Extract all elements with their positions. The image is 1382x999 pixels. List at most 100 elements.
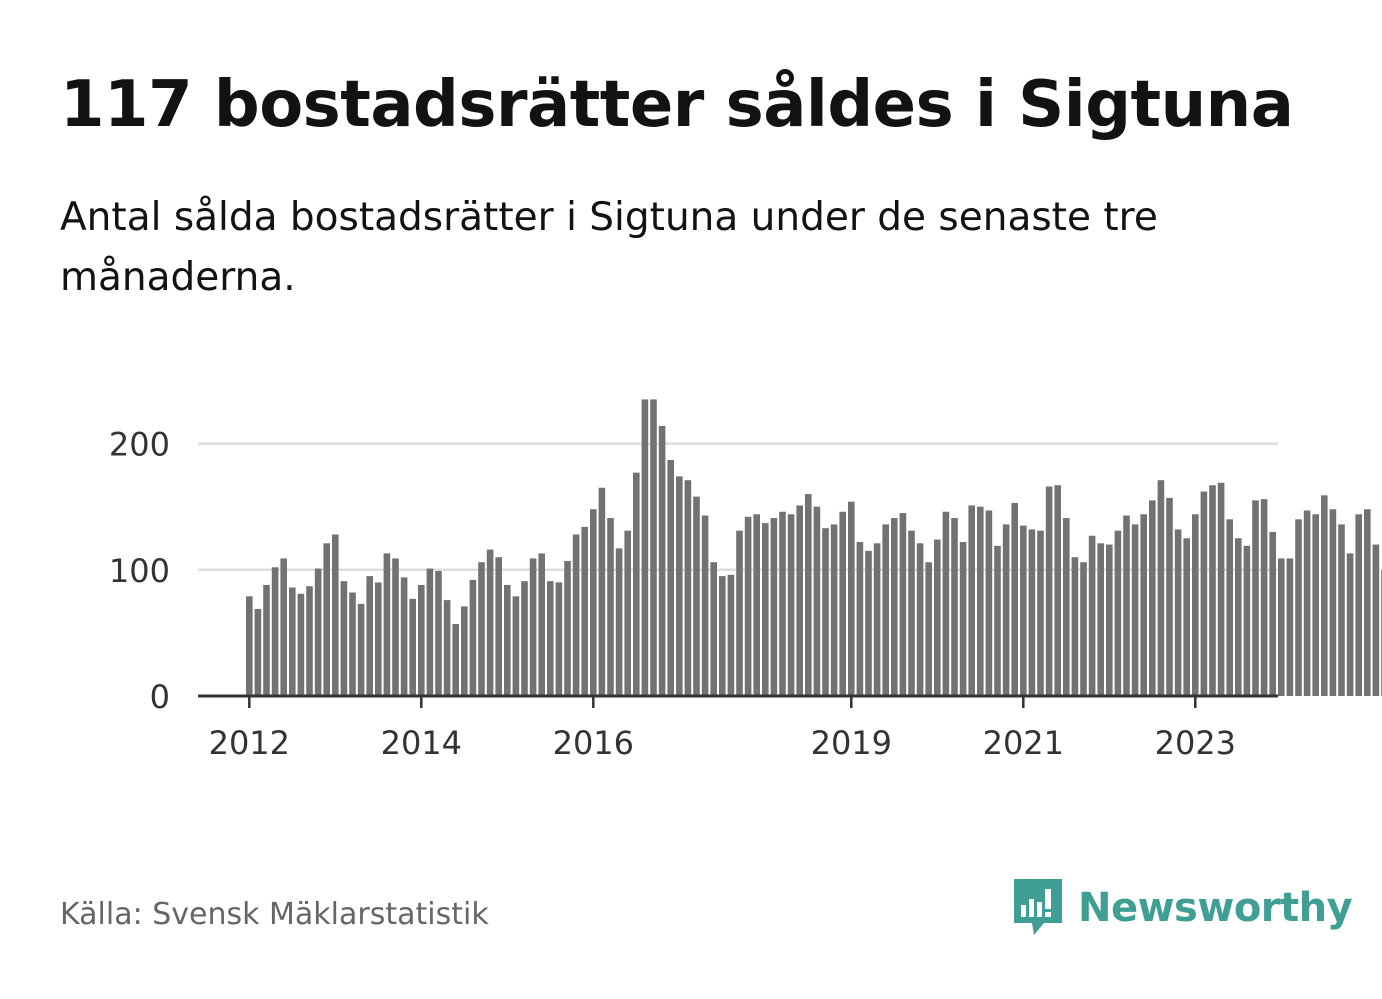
bar bbox=[512, 596, 520, 696]
bar bbox=[968, 505, 975, 696]
bar bbox=[891, 518, 898, 696]
bar bbox=[1149, 500, 1156, 696]
bar bbox=[297, 593, 305, 696]
bar bbox=[400, 577, 408, 696]
bar bbox=[1346, 553, 1354, 696]
bar bbox=[1235, 538, 1242, 696]
bar bbox=[1063, 518, 1070, 696]
x-tick-label: 2019 bbox=[811, 724, 892, 762]
bar bbox=[598, 487, 606, 696]
bar bbox=[1183, 538, 1190, 696]
bar bbox=[762, 523, 769, 696]
bar bbox=[744, 516, 752, 696]
bar bbox=[1020, 525, 1027, 696]
bar bbox=[830, 524, 838, 696]
bar bbox=[289, 587, 296, 696]
chart-subtitle: Antal sålda bostadsrätter i Sigtuna unde… bbox=[60, 195, 1158, 300]
bar bbox=[246, 596, 253, 696]
bar bbox=[383, 553, 391, 696]
bar bbox=[667, 460, 674, 696]
bar bbox=[1166, 497, 1173, 696]
bar bbox=[443, 600, 451, 696]
bar bbox=[633, 472, 640, 696]
bar bbox=[590, 509, 597, 696]
bar bbox=[1329, 509, 1337, 696]
bar bbox=[357, 603, 365, 696]
bar bbox=[1106, 544, 1113, 696]
bar bbox=[873, 543, 881, 696]
bar bbox=[1278, 558, 1285, 696]
bar bbox=[676, 476, 683, 696]
bar bbox=[710, 562, 717, 696]
bar bbox=[977, 506, 984, 696]
bar bbox=[555, 582, 563, 696]
bar bbox=[340, 581, 348, 696]
chart-title: 117 bostadsrätter såldes i Sigtuna bbox=[60, 68, 1294, 142]
bar bbox=[658, 425, 666, 696]
bar bbox=[254, 608, 262, 696]
bar bbox=[332, 534, 339, 696]
bar bbox=[624, 530, 631, 696]
bar bbox=[1088, 535, 1096, 696]
bar bbox=[779, 511, 786, 696]
bar bbox=[994, 545, 1001, 696]
bar bbox=[495, 557, 502, 696]
bar bbox=[1303, 510, 1311, 696]
bar bbox=[641, 399, 649, 696]
bar bbox=[263, 584, 270, 696]
bar bbox=[271, 567, 279, 696]
bar bbox=[564, 560, 571, 696]
bar bbox=[1131, 524, 1139, 696]
bar bbox=[753, 514, 760, 696]
x-axis-labels: 2012 2014 2016 2019 2021 2023 bbox=[209, 696, 1236, 762]
bar bbox=[323, 543, 330, 696]
bars bbox=[246, 399, 1382, 696]
bar bbox=[1286, 558, 1294, 696]
x-tick-label: 2014 bbox=[381, 724, 462, 762]
bar bbox=[899, 513, 907, 696]
bar bbox=[951, 518, 958, 696]
bar bbox=[469, 579, 477, 696]
bar bbox=[1123, 515, 1130, 696]
bar bbox=[796, 505, 803, 696]
bar bbox=[375, 582, 382, 696]
newsworthy-logo-icon bbox=[1014, 879, 1062, 935]
y-tick-label: 100 bbox=[109, 552, 170, 590]
bar bbox=[848, 501, 855, 696]
bar bbox=[1243, 545, 1251, 696]
last-value-label: 117 bbox=[1378, 498, 1382, 539]
bar bbox=[934, 539, 941, 696]
y-tick-label: 0 bbox=[150, 678, 170, 716]
bar bbox=[1355, 514, 1362, 696]
bar bbox=[521, 581, 528, 696]
y-axis-labels: 0 100 200 bbox=[109, 426, 170, 716]
bar bbox=[822, 528, 829, 696]
bar bbox=[547, 581, 554, 696]
bar bbox=[1338, 524, 1345, 696]
bar bbox=[366, 576, 373, 696]
brand-name: Newsworthy bbox=[1078, 885, 1353, 931]
bar bbox=[1260, 499, 1268, 696]
bar bbox=[1114, 530, 1122, 696]
bar bbox=[504, 584, 511, 696]
bar bbox=[1037, 530, 1044, 696]
bar bbox=[813, 506, 821, 696]
bar bbox=[856, 542, 864, 696]
bar bbox=[349, 592, 356, 696]
source-note: Källa: Svensk Mäklarstatistik bbox=[60, 897, 489, 932]
bar-chart: 0 100 200 2012 2014 2016 2019 2021 2023 117 bbox=[109, 399, 1382, 762]
bar bbox=[1252, 500, 1259, 696]
bar bbox=[1028, 529, 1036, 696]
bar bbox=[392, 558, 399, 696]
bar bbox=[942, 511, 950, 696]
x-tick-label: 2012 bbox=[209, 724, 290, 762]
bar bbox=[572, 534, 580, 696]
bar bbox=[1217, 482, 1225, 696]
bar bbox=[538, 553, 545, 696]
bar bbox=[787, 514, 795, 696]
bar bbox=[1269, 531, 1276, 696]
bar bbox=[1157, 480, 1165, 696]
bar bbox=[1002, 524, 1010, 696]
bar bbox=[865, 550, 872, 696]
newsworthy-logo[interactable]: Newsworthy bbox=[1012, 876, 1353, 940]
